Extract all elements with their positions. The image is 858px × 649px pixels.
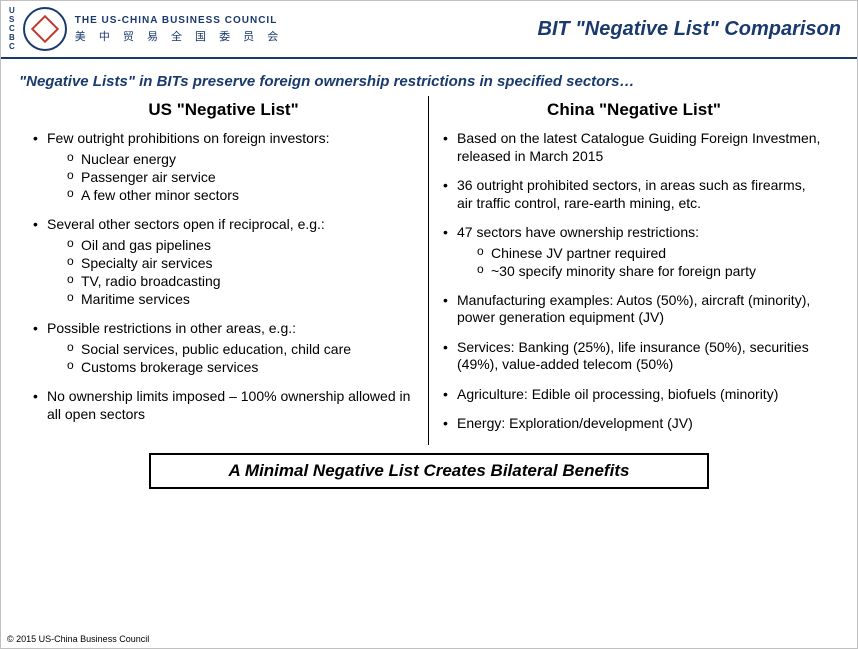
slide-header: U S C B C THE US-CHINA BUSINESS COUNCIL … <box>1 1 857 59</box>
sub-list-item: ~30 specify minority share for foreign p… <box>457 262 825 280</box>
sub-list-item: Passenger air service <box>47 168 414 186</box>
slide-title: BIT "Negative List" Comparison <box>538 18 841 41</box>
sub-list: Oil and gas pipelinesSpecialty air servi… <box>47 236 414 309</box>
org-name-cn: 美 中 贸 易 全 国 委 员 会 <box>75 28 283 44</box>
list-item: Services: Banking (25%), life insurance … <box>443 339 825 374</box>
comparison-columns: US "Negative List" Few outright prohibit… <box>1 96 857 445</box>
list-item: Agriculture: Edible oil processing, biof… <box>443 386 825 404</box>
china-column-title: China "Negative List" <box>443 100 825 120</box>
logo-group: U S C B C THE US-CHINA BUSINESS COUNCIL … <box>9 7 283 51</box>
sub-list-item: Social services, public education, child… <box>47 340 414 358</box>
sub-list: Social services, public education, child… <box>47 340 414 376</box>
sub-list-item: Nuclear energy <box>47 150 414 168</box>
logo-text: THE US-CHINA BUSINESS COUNCIL 美 中 贸 易 全 … <box>75 15 283 44</box>
sub-list-item: Customs brokerage services <box>47 358 414 376</box>
logo-circle-icon <box>23 7 67 51</box>
callout-box: A Minimal Negative List Creates Bilatera… <box>149 453 709 489</box>
sub-list-item: TV, radio broadcasting <box>47 272 414 290</box>
list-item: Based on the latest Catalogue Guiding Fo… <box>443 130 825 165</box>
china-column: China "Negative List" Based on the lates… <box>429 96 839 445</box>
logo-vertical-acronym: U S C B C <box>9 7 15 51</box>
copyright: © 2015 US-China Business Council <box>7 634 149 644</box>
sub-list-item: Chinese JV partner required <box>457 244 825 262</box>
logo-letter: C <box>9 25 15 33</box>
sub-list: Chinese JV partner required~30 specify m… <box>457 244 825 280</box>
logo-letter: B <box>9 34 15 42</box>
list-item: Energy: Exploration/development (JV) <box>443 415 825 433</box>
logo-letter: U <box>9 7 15 15</box>
list-item: 36 outright prohibited sectors, in areas… <box>443 177 825 212</box>
logo-letter: S <box>9 16 15 24</box>
list-item: 47 sectors have ownership restrictions:C… <box>443 224 825 280</box>
logo-diamond-icon <box>31 15 59 43</box>
us-column: US "Negative List" Few outright prohibit… <box>19 96 429 445</box>
sub-list: Nuclear energyPassenger air serviceA few… <box>47 150 414 205</box>
list-item: Manufacturing examples: Autos (50%), air… <box>443 292 825 327</box>
sub-list-item: Maritime services <box>47 290 414 308</box>
list-item: Possible restrictions in other areas, e.… <box>33 320 414 376</box>
us-list: Few outright prohibitions on foreign inv… <box>33 130 414 423</box>
sub-list-item: Oil and gas pipelines <box>47 236 414 254</box>
sub-list-item: A few other minor sectors <box>47 186 414 204</box>
list-item: Several other sectors open if reciprocal… <box>33 216 414 308</box>
sub-list-item: Specialty air services <box>47 254 414 272</box>
intro-text: "Negative Lists" in BITs preserve foreig… <box>1 59 857 96</box>
logo-letter: C <box>9 43 15 51</box>
list-item: Few outright prohibitions on foreign inv… <box>33 130 414 204</box>
us-column-title: US "Negative List" <box>33 100 414 120</box>
china-list: Based on the latest Catalogue Guiding Fo… <box>443 130 825 433</box>
list-item: No ownership limits imposed – 100% owner… <box>33 388 414 423</box>
org-name-en: THE US-CHINA BUSINESS COUNCIL <box>75 15 283 26</box>
